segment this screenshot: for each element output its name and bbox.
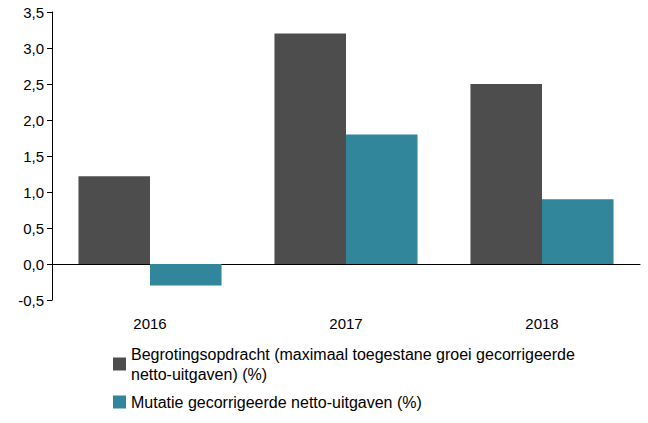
svg-text:netto-uitgaven) (%): netto-uitgaven) (%) [131,366,267,383]
svg-text:2017: 2017 [329,315,362,332]
svg-text:0,0: 0,0 [23,256,44,273]
svg-text:2016: 2016 [133,315,166,332]
svg-text:3,5: 3,5 [23,4,44,21]
svg-text:-0,5: -0,5 [18,292,44,309]
svg-text:2,0: 2,0 [23,112,44,129]
svg-text:1,0: 1,0 [23,184,44,201]
svg-text:Mutatie gecorrigeerde netto-ui: Mutatie gecorrigeerde netto-uitgaven (%) [131,394,422,411]
svg-text:3,0: 3,0 [23,40,44,57]
svg-text:2018: 2018 [525,315,558,332]
svg-text:1,5: 1,5 [23,148,44,165]
svg-text:Begrotingsopdracht (maximaal t: Begrotingsopdracht (maximaal toegestane … [131,346,579,363]
svg-text:0,5: 0,5 [23,220,44,237]
svg-text:2,5: 2,5 [23,76,44,93]
